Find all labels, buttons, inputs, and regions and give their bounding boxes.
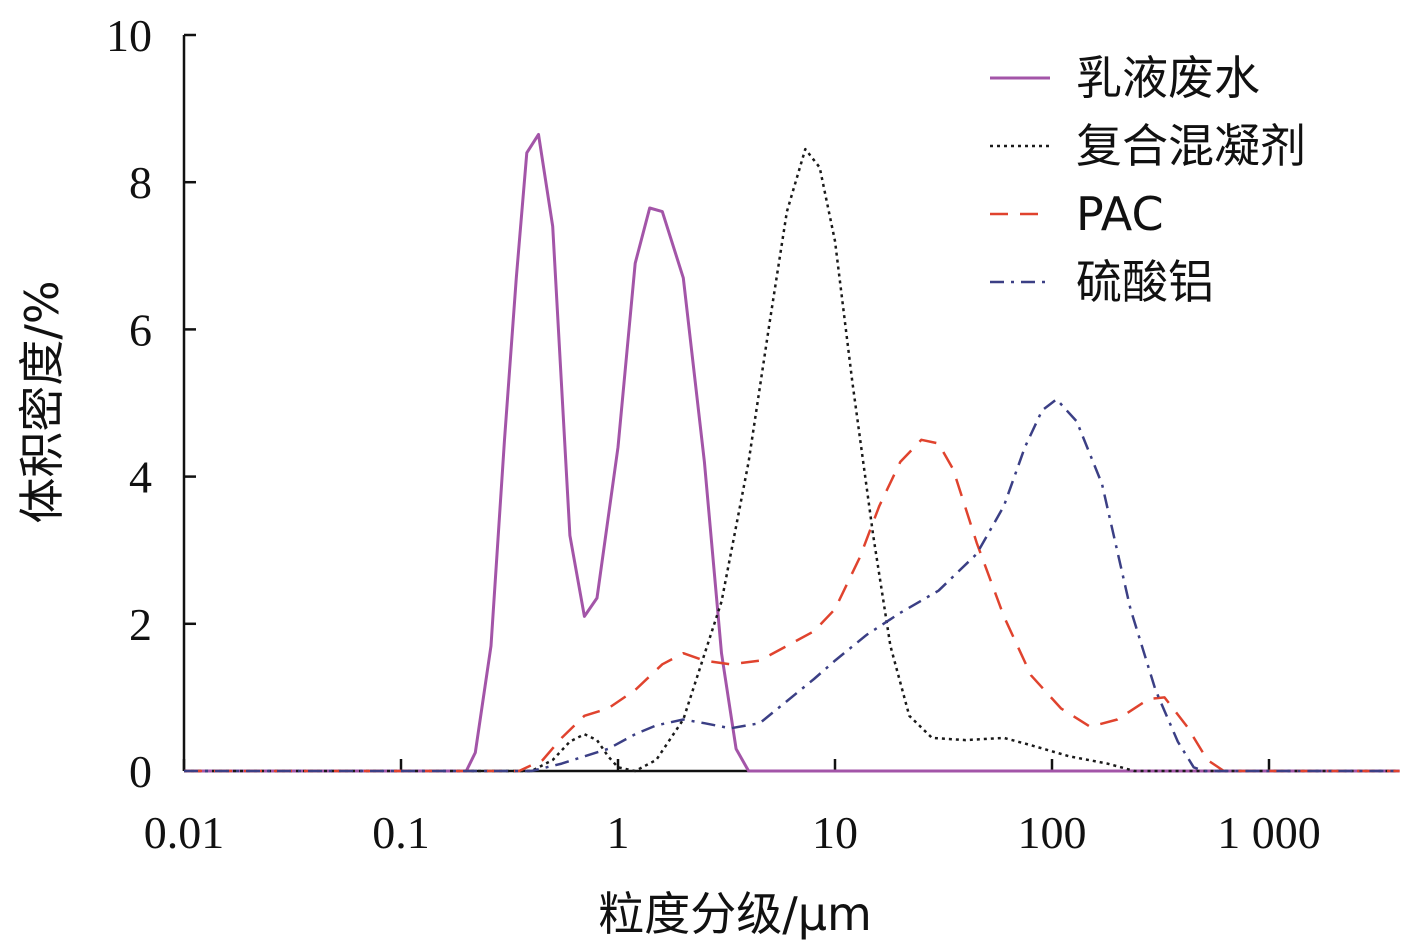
legend-label: PAC [1076,187,1164,241]
legend-label: 硫酸铝 [1076,255,1214,309]
y-tick-label: 4 [129,452,152,503]
series-line-4 [184,398,1400,773]
y-tick-label: 6 [129,304,152,355]
y-axis-ticks: 0 2 4 6 8 10 [106,10,196,797]
legend-label: 乳液废水 [1076,51,1260,105]
series-line-1 [184,132,1400,773]
y-tick-label: 8 [129,157,152,208]
series-line-3 [184,438,1400,773]
y-tick-label: 0 [129,746,152,797]
x-tick-label: 10 [812,807,858,858]
x-axis-label: 粒度分级/μm [598,887,872,941]
series-line-2 [184,147,1400,773]
legend-label: 复合混凝剂 [1076,119,1306,173]
x-tick-label: 0.1 [372,807,430,858]
series-lines [184,132,1400,773]
y-axis-label: 体积密度/% [15,280,69,523]
y-tick-label: 2 [129,599,152,650]
x-tick-label: 1 000 [1217,807,1321,858]
x-tick-label: 0.01 [144,807,225,858]
y-tick-label: 10 [106,10,152,61]
x-tick-label: 100 [1018,807,1087,858]
x-axis-ticks: 0.01 0.1 1 10 100 1 000 [144,759,1321,858]
x-tick-label: 1 [607,807,630,858]
